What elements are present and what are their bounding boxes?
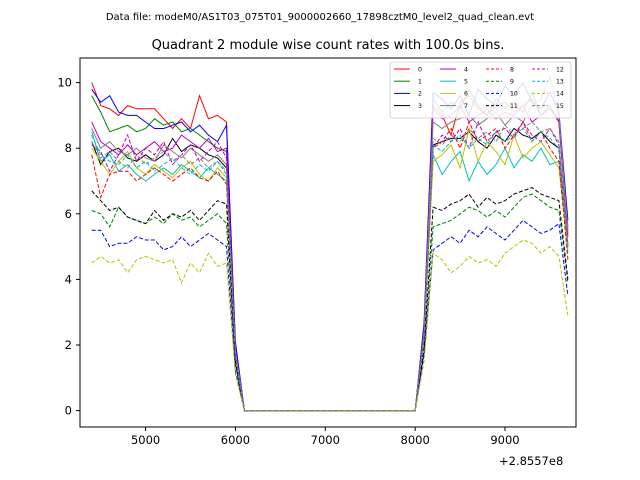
- legend-label-4: 4: [464, 66, 468, 73]
- y-tick-label: 6: [65, 207, 72, 221]
- series-line-1: [91, 88, 569, 412]
- axes-frame: [79, 57, 577, 428]
- series-line-11: [91, 187, 569, 412]
- series-line-9: [91, 193, 569, 412]
- legend-label-2: 2: [418, 91, 422, 98]
- legend-label-6: 6: [464, 91, 468, 98]
- x-tick-label: 8000: [401, 433, 430, 447]
- legend-label-3: 3: [418, 103, 422, 110]
- y-tick-label: 0: [65, 404, 72, 418]
- legend-label-15: 15: [556, 103, 564, 110]
- series-line-15: [91, 121, 569, 412]
- legend-label-0: 0: [418, 66, 422, 73]
- y-tick-label: 10: [57, 76, 72, 90]
- y-axis: 0 2 4 6 8 10: [57, 76, 80, 418]
- legend-label-14: 14: [556, 91, 564, 98]
- series-line-6: [91, 128, 569, 412]
- x-tick-label: 6000: [221, 433, 250, 447]
- legend-label-8: 8: [510, 66, 514, 73]
- y-tick-label: 8: [65, 141, 72, 155]
- series-line-12: [91, 120, 569, 412]
- figure-suptitle: Data file: modeM0/AS1T03_075T01_90000026…: [106, 12, 534, 23]
- legend-label-13: 13: [556, 79, 564, 86]
- x-axis: 5000 6000 7000 8000 9000: [131, 427, 520, 447]
- legend-box: [389, 61, 572, 119]
- legend-label-5: 5: [464, 79, 468, 86]
- x-offset-label: +2.8557e8: [499, 454, 563, 468]
- legend-label-1: 1: [418, 79, 422, 86]
- y-tick-label: 2: [65, 338, 72, 352]
- plot-area: [91, 74, 569, 412]
- series-line-10: [91, 219, 569, 412]
- legend-label-9: 9: [510, 79, 514, 86]
- x-tick-label: 9000: [490, 433, 519, 447]
- legend-label-7: 7: [464, 103, 468, 110]
- chart-title: Quadrant 2 module wise count rates with …: [152, 38, 505, 53]
- legend-label-11: 11: [510, 103, 518, 110]
- series-line-7: [91, 74, 569, 412]
- legend-label-10: 10: [510, 91, 518, 98]
- y-tick-label: 4: [65, 272, 72, 286]
- series-line-14: [91, 239, 569, 412]
- x-tick-label: 5000: [131, 433, 160, 447]
- x-tick-label: 7000: [311, 433, 340, 447]
- legend-label-12: 12: [556, 66, 564, 73]
